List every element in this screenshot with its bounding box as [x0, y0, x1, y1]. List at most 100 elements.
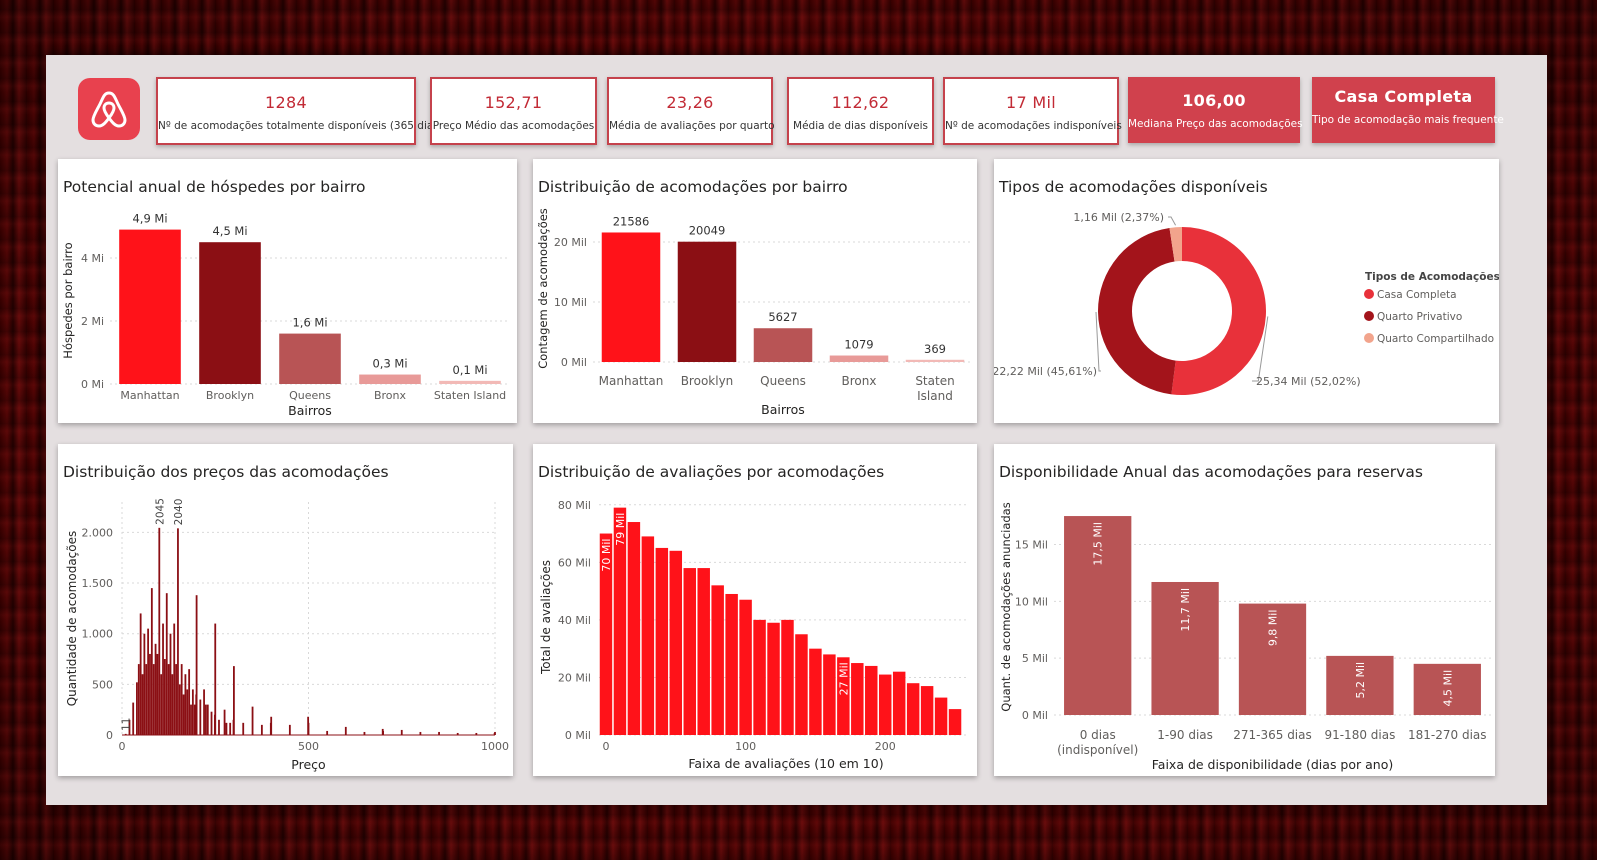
y-tick-label: 0 Mi: [81, 378, 104, 391]
histogram-bar: [438, 731, 440, 735]
kpi-most-frequent-type: Casa Completa Tipo de acomodação mais fr…: [1312, 77, 1504, 143]
data-label: 25,34 Mil (52,02%): [1256, 375, 1361, 388]
bar: [837, 657, 850, 735]
data-label: 1079: [844, 338, 873, 352]
bar: [711, 585, 724, 735]
bar: [1413, 663, 1481, 715]
histogram-bar: [128, 719, 131, 735]
x-tick-label: 1000: [481, 740, 509, 753]
histogram-bar: [223, 709, 226, 735]
bar: [599, 533, 613, 735]
histogram-bar: [132, 702, 135, 735]
legend-label: Casa Completa: [1377, 289, 1457, 301]
histogram-bar: [177, 528, 179, 735]
histogram-bar: [165, 593, 168, 735]
chart-title: Distribuição de avaliações por acomodaçõ…: [538, 463, 885, 481]
kpi-fully-available: 1284 Nº de acomodações totalmente dispon…: [156, 77, 443, 145]
panel-availability: Disponibilidade Anual das acomodações pa…: [994, 444, 1495, 776]
legend-marker: [1364, 333, 1374, 343]
kpi-value: 112,62: [831, 93, 890, 112]
bar: [359, 374, 421, 384]
data-label: 0,3 Mi: [372, 357, 407, 371]
y-tick-label: 1.500: [82, 577, 114, 590]
y-axis-title: Quant. de acomodações anunciadas: [999, 502, 1013, 711]
legend-marker: [1364, 311, 1374, 321]
histogram-bar: [167, 664, 170, 735]
x-tick-label: Staten: [915, 374, 954, 388]
data-label: 79 Mil: [614, 513, 627, 546]
legend-label: Quarto Compartilhado: [1377, 333, 1494, 345]
data-label: 369: [924, 342, 946, 356]
y-tick-label: 500: [92, 678, 113, 691]
x-tick-label: 91-180 dias: [1324, 728, 1395, 742]
bar: [829, 355, 889, 362]
histogram-bar: [156, 653, 159, 735]
x-tick-label: Island: [917, 389, 953, 403]
data-label: 21586: [613, 214, 650, 228]
histogram-bar: [190, 704, 192, 735]
histogram-bar: [145, 664, 148, 735]
histogram-bar: [270, 716, 273, 735]
kpi-value: 106,00: [1182, 91, 1246, 110]
bar: [753, 619, 766, 735]
y-tick-label: 10 Mil: [554, 296, 587, 309]
histogram-bar: [154, 643, 157, 735]
histogram-bar: [182, 694, 185, 735]
histogram-bar: [180, 664, 183, 735]
x-axis-title: Faixa de avaliações (10 em 10): [688, 756, 883, 771]
bar: [1326, 655, 1394, 715]
histogram-bar: [178, 684, 181, 735]
kpi-label: Nº de acomodações indisponíveis: [945, 120, 1122, 132]
x-tick-label: Manhattan: [120, 389, 179, 402]
y-axis-title: Contagem de acomodações: [536, 208, 550, 369]
bar: [851, 663, 864, 735]
bar: [119, 229, 181, 384]
histogram-bar: [152, 664, 155, 735]
bar: [641, 536, 655, 735]
donut-slice: [1098, 227, 1176, 395]
data-label: 2045: [154, 498, 166, 525]
histogram-bar: [382, 730, 384, 735]
x-tick-label: 500: [298, 740, 319, 753]
panel-review-distribution: Distribuição de avaliações por acomodaçõ…: [533, 444, 977, 776]
kpi-label: Preço Médio das acomodações: [432, 120, 595, 132]
kpi-label: Média de avaliações por quarto: [609, 120, 775, 132]
y-tick-label: 4 Mi: [81, 252, 104, 265]
histogram-bar: [419, 731, 422, 735]
x-tick-label: 0 dias: [1080, 728, 1116, 742]
airbnb-icon: [91, 91, 127, 128]
kpi-median-price: 106,00 Mediana Preço das acomodações: [1128, 77, 1303, 143]
histogram-bar: [199, 699, 202, 735]
histogram-bar: [191, 689, 194, 735]
histogram-bar: [344, 726, 347, 735]
histogram-bar: [136, 682, 138, 735]
histogram-bar: [475, 732, 478, 735]
histogram-bar: [205, 704, 207, 735]
x-tick-label: Staten Island: [434, 389, 506, 402]
data-label: 11: [121, 718, 133, 731]
y-tick-label: 40 Mil: [558, 614, 591, 627]
bar: [795, 634, 808, 735]
chart-title: Disponibilidade Anual das acomodações pa…: [999, 463, 1423, 481]
histogram-bar: [400, 729, 403, 735]
x-tick-label: 1-90 dias: [1157, 728, 1213, 742]
data-label: 4,9 Mi: [132, 212, 167, 226]
histogram-bar: [150, 588, 153, 735]
room-types-donut-chart: 25,34 Mil (52,02%) 22,22 Mil (45,61%) 1,16…: [994, 211, 1499, 395]
legend-marker: [1364, 289, 1374, 299]
bar: [1064, 516, 1132, 715]
bar: [601, 232, 661, 362]
y-tick-label: 0 Mil: [1022, 709, 1048, 722]
data-label: 0,1 Mi: [452, 363, 487, 377]
bar: [279, 333, 341, 384]
chart-title: Tipos de acomodações disponíveis: [999, 178, 1268, 196]
x-axis-title: Bairros: [288, 403, 332, 418]
x-tick-label: Brooklyn: [206, 389, 254, 402]
bar: [739, 599, 752, 735]
kpi-value: 1284: [265, 93, 307, 112]
x-tick-label: Bronx: [374, 389, 407, 402]
x-tick-label: Bronx: [842, 374, 877, 388]
leader-line: [1168, 216, 1177, 226]
y-tick-label: 10 Mil: [1015, 595, 1048, 608]
histogram-bar: [124, 733, 127, 735]
